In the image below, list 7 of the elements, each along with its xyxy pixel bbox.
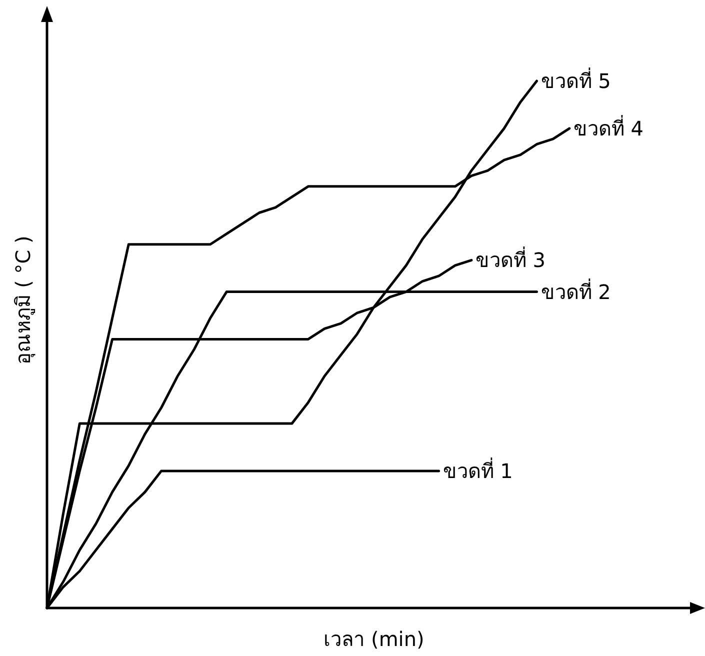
series-label: ขวดที่ 2: [540, 278, 611, 304]
y-axis-title: อุณหภูมิ ( °C ): [11, 236, 36, 364]
x-axis-title: เวลา (min): [324, 627, 424, 651]
series-label: ขวดที่ 1: [442, 456, 513, 483]
series-label: ขวดที่ 4: [573, 114, 644, 140]
series-label: ขวดที่ 3: [475, 246, 546, 272]
series-label: ขวดที่ 5: [540, 67, 611, 93]
